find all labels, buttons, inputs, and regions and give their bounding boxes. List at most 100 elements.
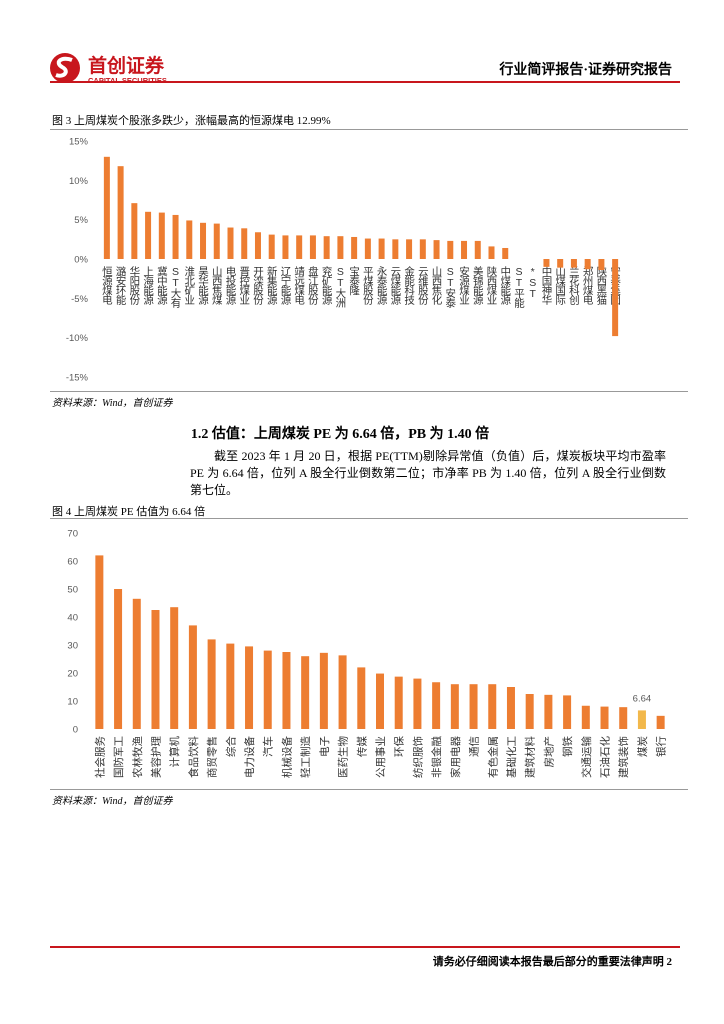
x-tick-label: 银行 — [655, 736, 668, 757]
x-tick-label: 华阳股份 — [128, 265, 140, 306]
rule — [50, 789, 688, 790]
figure-caption: 图 3 上周煤炭个股涨多跌少，涨幅最高的恒源煤电 12.99% — [52, 115, 331, 127]
x-tick-label: 汽车 — [262, 736, 275, 757]
x-tick-label: 电力设备 — [243, 736, 256, 778]
bar — [584, 259, 591, 270]
bar — [268, 234, 275, 259]
bar — [488, 684, 497, 729]
paragraph: 截至 2023 年 1 月 20 日，根据 PE(TTM)剔除异常值（负值）后，… — [190, 449, 666, 497]
x-tick-label: 云煤能源 — [389, 266, 401, 306]
x-tick-label: 盘江股份 — [307, 265, 319, 306]
y-tick-label: 40 — [67, 613, 78, 624]
x-tick-label: *ST — [527, 266, 539, 299]
x-tick-label: 轻工制造 — [299, 736, 312, 778]
x-tick-label: 新集能源 — [266, 265, 278, 306]
bar — [447, 240, 454, 259]
x-tick-label: 建筑装饰 — [617, 736, 630, 778]
y-tick-label: 30 — [67, 641, 78, 652]
bar — [151, 610, 160, 729]
bar — [506, 687, 515, 729]
bar — [525, 694, 534, 729]
y-tick-label: 10% — [69, 176, 89, 187]
bar — [612, 259, 619, 337]
bar — [200, 222, 207, 259]
rule — [50, 129, 688, 130]
bar — [103, 156, 110, 259]
x-tick-label: 通信 — [469, 736, 481, 757]
bar — [226, 643, 235, 729]
section-heading: 1.2 估值：上周煤炭 PE 为 6.64 倍，PB 为 1.40 倍 — [190, 427, 490, 442]
header-rule — [50, 81, 680, 83]
bar — [241, 228, 248, 259]
bar — [600, 706, 609, 729]
x-tick-label: 中煤能源 — [499, 265, 511, 306]
bar — [461, 240, 468, 259]
x-tick-label: 交通运输 — [580, 736, 593, 778]
x-tick-label: 钢铁 — [561, 736, 574, 757]
logo-cn: 首创证券 — [88, 54, 165, 77]
x-tick-label: 美锦能源 — [472, 265, 484, 306]
bar — [474, 240, 481, 259]
x-tick-label: 潞安环能 — [115, 265, 127, 306]
y-tick-label: 0 — [73, 725, 78, 736]
bar — [296, 235, 303, 259]
bar — [170, 607, 179, 729]
bar — [245, 646, 254, 729]
bar — [282, 235, 289, 259]
bar — [338, 655, 347, 729]
chart: 0 10 20 30 40 50 60 70 社会服务 国防军工 农林牧渔 美容护理 计算机 食品饮料 商贸… — [67, 529, 668, 779]
x-tick-label: 永泰能源 — [376, 265, 388, 306]
x-tick-label: 上海能源 — [142, 266, 154, 306]
bar — [188, 625, 197, 729]
y-tick-label: 70 — [67, 529, 78, 540]
figure-caption: 图 4 上周煤炭 PE 估值为 6.64 倍 — [52, 506, 206, 518]
logo: 首创证券 CAPITAL SECURITIES — [50, 53, 167, 85]
footer: 请务必仔细阅读本报告最后部分的重要法律声明 2 — [433, 953, 672, 969]
bar — [598, 259, 605, 271]
bar — [172, 214, 179, 259]
x-tick-label: 陕西煤业 — [486, 265, 498, 305]
x-tick-label: 晋控煤业 — [238, 266, 250, 305]
x-tick-label: 建筑材料 — [524, 736, 537, 778]
chart: -15% -10% -5% 0% 5% 10% 15% 恒源煤电 潞安环能 华阳股份 上海能源 冀中能… — [66, 137, 621, 384]
x-tick-label: 医药生物 — [337, 736, 350, 778]
bar — [432, 682, 441, 729]
bar — [158, 212, 165, 259]
y-tick-label: 50 — [67, 585, 78, 596]
x-tick-label: 兖矿能源 — [321, 265, 333, 306]
x-tick-label: 家用电器 — [449, 736, 462, 778]
x-tick-label: 中国神华 — [540, 265, 552, 306]
x-tick-label: 开滦股份 — [252, 266, 264, 306]
figure-source: 资料来源：Wind，首创证券 — [52, 398, 173, 409]
y-tick-label: 0% — [74, 255, 88, 266]
bar — [364, 238, 371, 259]
x-tick-label: 山西焦化 — [431, 266, 443, 306]
x-tick-label: 基础化工 — [505, 736, 518, 778]
x-tick-label: 兰花科创 — [568, 265, 580, 306]
x-tick-label: 云维股份 — [417, 266, 429, 306]
y-tick-label: -5% — [71, 294, 88, 305]
bar — [392, 239, 399, 259]
logo-en: CAPITAL SECURITIES — [88, 76, 167, 85]
x-tick-label: 靖远煤电 — [293, 265, 305, 305]
bar — [656, 715, 665, 729]
x-tick-label: 宝泰隆 — [348, 265, 360, 295]
x-tick-label: 机械设备 — [280, 736, 293, 778]
bar — [131, 203, 138, 259]
bar — [376, 673, 384, 729]
bar — [95, 555, 104, 729]
x-tick-label: ST平能 — [513, 266, 525, 309]
x-tick-label: 计算机 — [168, 736, 181, 768]
x-tick-label: 非银金融 — [430, 736, 443, 778]
bar — [413, 678, 422, 729]
bar — [186, 220, 193, 259]
bar — [213, 223, 220, 259]
x-tick-label: 电投能源 — [225, 265, 237, 306]
y-tick-label: 10 — [67, 697, 78, 708]
rule — [50, 518, 688, 519]
x-tick-label: 食品饮料 — [187, 736, 200, 778]
x-tick-label: 纺织服饰 — [411, 736, 424, 778]
bar — [145, 211, 152, 259]
x-tick-label: 社会服务 — [93, 736, 106, 778]
footer-rule — [50, 946, 680, 948]
